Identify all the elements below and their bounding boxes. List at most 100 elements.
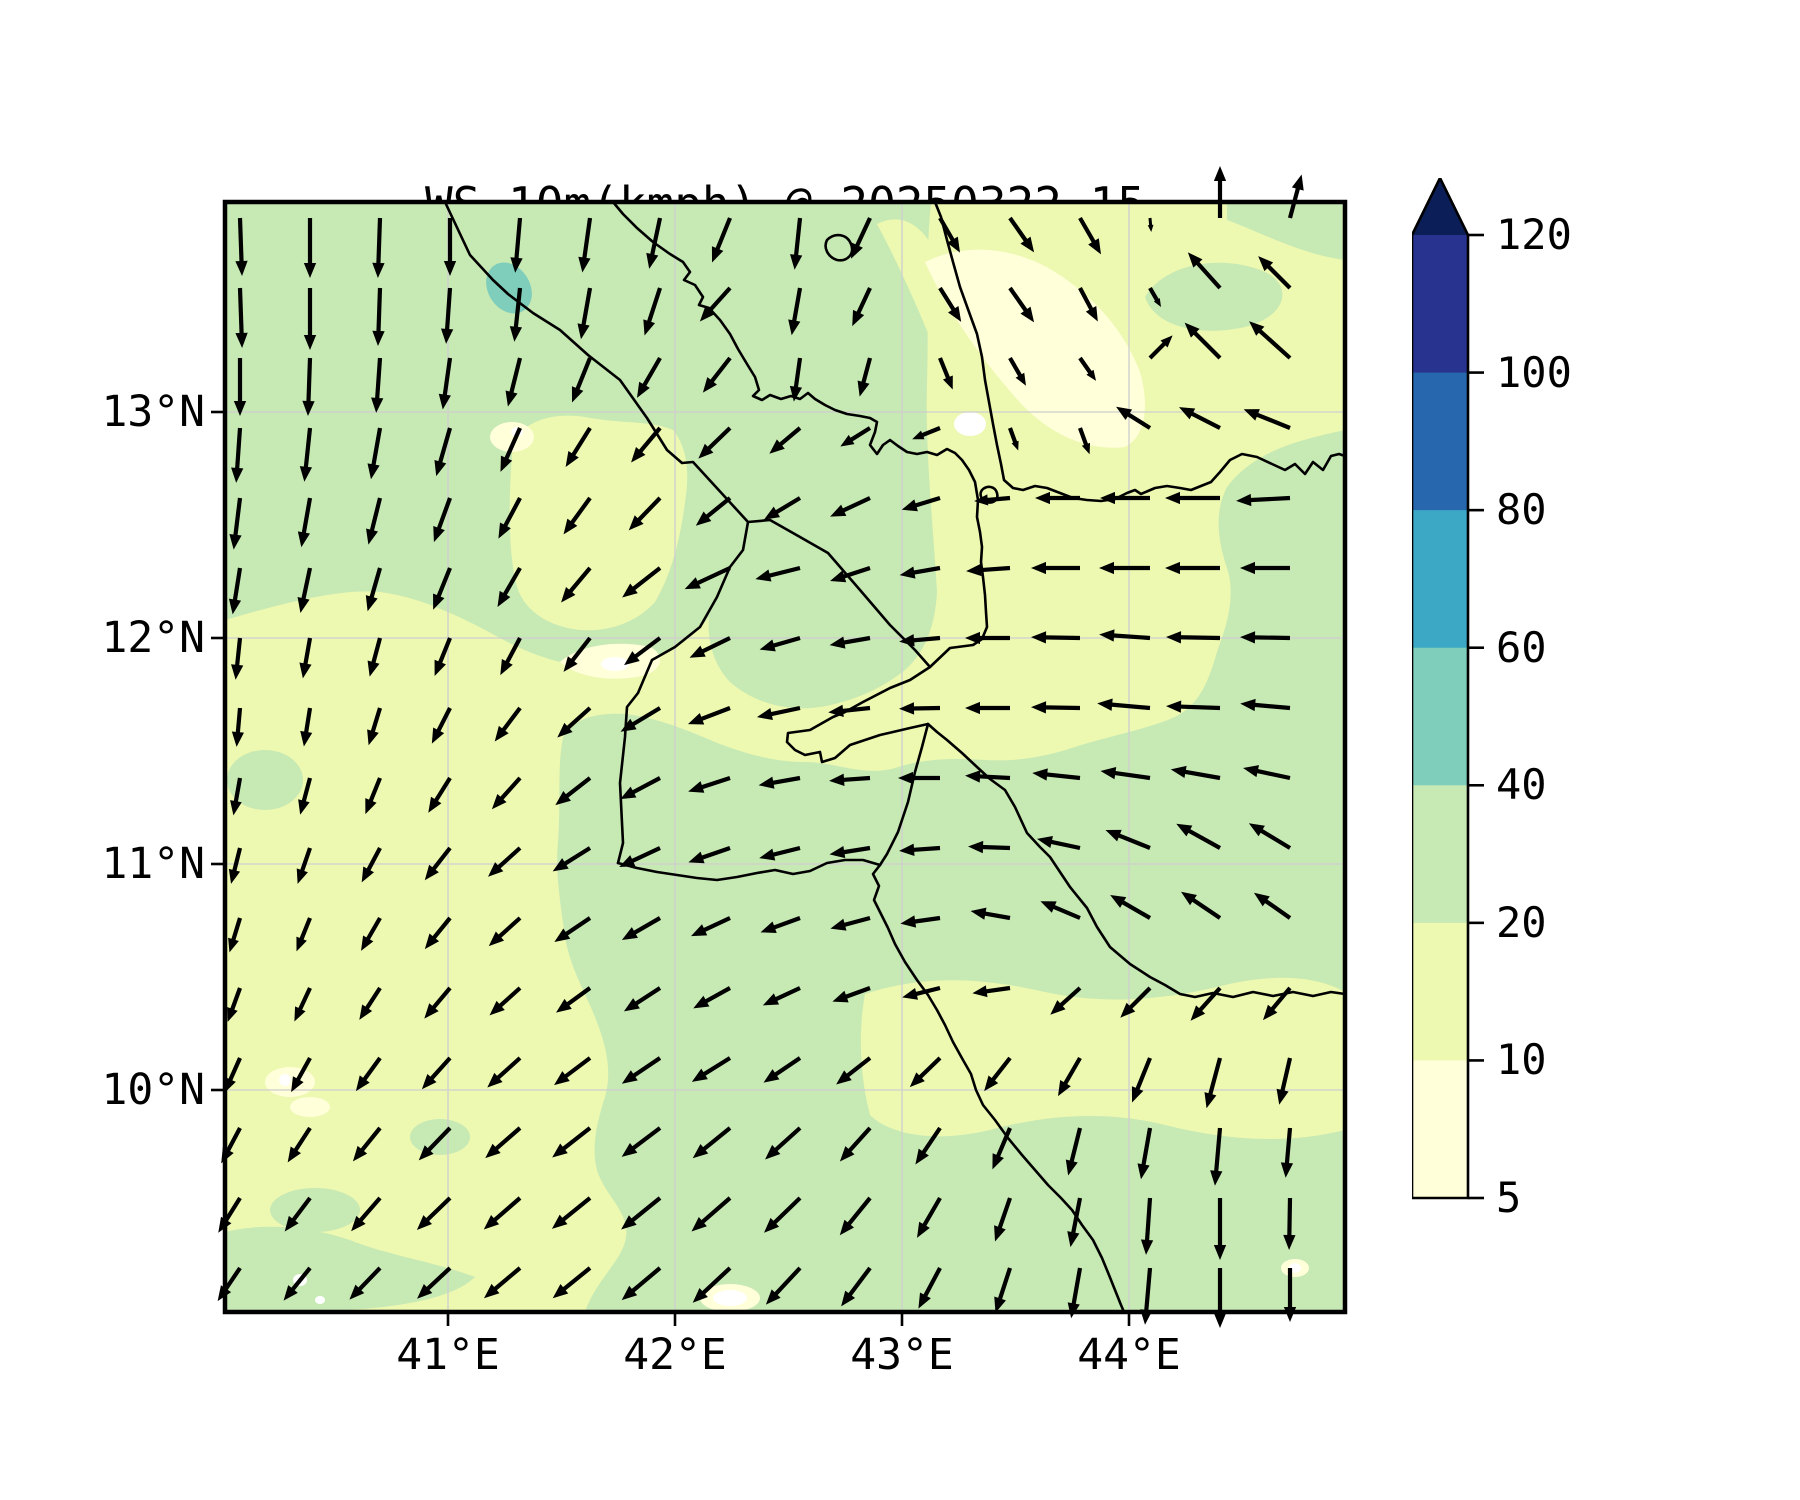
wind-arrow-head [372,262,385,278]
wind-arrow-shaft [699,1196,732,1225]
wind-arrow-head [424,1003,439,1019]
wind-arrow-shaft [1186,828,1222,850]
wind-arrow-shaft [225,1127,242,1153]
wind-arrow-head [365,798,377,815]
wind-arrow-shaft [911,845,941,853]
wind-arrow-shaft [704,496,732,520]
wind-arrow-head [428,796,442,813]
wind-arrow-shaft [567,566,592,594]
wind-arrow-head [900,915,917,928]
wind-arrow-shaft [301,567,313,601]
wind-arrow-shaft [502,566,522,597]
wind-arrow-shaft [374,357,383,401]
wind-arrow-shaft [846,1196,872,1227]
wind-arrow-head [361,866,375,883]
wind-arrow-head [1035,491,1050,505]
wind-arrow-shaft [700,636,731,654]
wind-arrow-head [554,1071,570,1086]
wind-arrow-shaft [641,356,662,388]
wind-arrow-shaft [435,707,452,734]
wind-arrow-head [637,381,650,398]
wind-arrow-shaft [771,775,801,786]
wind-arrow-head [992,1153,1004,1170]
wind-arrow-head [1099,629,1115,642]
wind-arrow-head [1116,406,1133,420]
wind-arrow-head [1086,369,1097,381]
wind-arrow-head [688,851,705,864]
wind-arrow-head [756,708,773,721]
wind-arrow-head [965,770,981,783]
wind-arrow-head [1184,322,1200,338]
wind-arrow-head [228,598,242,615]
wind-arrow-shaft [371,427,383,467]
x-tick-label: 41°E [396,1330,500,1380]
wind-arrow-shaft [234,637,243,668]
wind-arrow-shaft [299,847,312,873]
wind-arrow-shaft [1008,216,1029,243]
wind-arrow-head [830,918,847,931]
wind-arrow-head [283,1285,298,1301]
wind-arrow-head [1099,561,1114,575]
wind-arrow-head [970,907,987,920]
wind-arrow-head [509,326,523,342]
wind-arrow-shaft [230,917,243,942]
fill-white-spot-strait [954,412,986,436]
wind-arrow-shaft [772,916,801,930]
wind-arrow-head [915,1148,929,1165]
wind-arrow-head [424,864,439,881]
wind-arrow-shaft [513,287,523,329]
wind-arrow-shaft [630,846,661,864]
wind-arrow-shaft [771,845,801,858]
wind-arrow-head [917,1221,930,1238]
wind-arrow-shaft [1248,495,1291,503]
wind-arrow-head [1137,1163,1150,1180]
wind-arrow-shaft [1258,828,1292,850]
wind-arrow-shaft [290,1196,312,1223]
wind-arrow-head [366,528,378,545]
wind-arrow-shaft [709,356,732,384]
x-tick-label: 42°E [623,1330,727,1380]
wind-arrow-head [1283,1234,1296,1250]
wind-arrow-head [1058,1080,1071,1097]
wind-arrow-shaft [233,497,243,537]
wind-arrow-head [965,631,980,645]
wind-arrow-head [561,587,576,603]
wind-arrow-head [1253,892,1270,907]
wind-arrow-shaft [231,847,243,873]
border-southeast-long [871,863,1126,1314]
wind-arrow-head [367,463,380,480]
wind-arrow-shaft [913,495,941,508]
wind-arrow-head [1243,765,1259,778]
wind-arrow-head [790,254,803,270]
wind-arrow-head [1147,224,1154,232]
wind-arrow-shaft [629,1196,662,1223]
wind-arrow-shaft [376,287,383,334]
wind-arrow-head [994,1225,1006,1242]
wind-arrow-shaft [938,286,957,313]
wind-arrow-shaft [1207,1057,1223,1097]
wind-arrow-head [1081,442,1091,455]
wind-arrow-head [227,1007,238,1022]
wind-arrow-shaft [637,426,662,454]
wind-arrow-shaft [920,1126,942,1155]
colorbar-segment [1412,647,1468,787]
fill-white-spot-4 [713,1290,747,1306]
wind-arrow-head [1258,256,1274,272]
wind-arrow-head [371,397,384,413]
wind-arrow-shaft [847,1126,872,1154]
wind-arrow-head [351,1215,366,1232]
wind-arrow-head [1040,901,1057,913]
wind-arrow-head [416,1215,432,1230]
wind-arrow-head [829,845,846,859]
wind-arrow-head [836,1070,852,1085]
wind-arrow-head [298,799,310,815]
wind-arrow-head [1165,561,1180,575]
wind-arrow-shaft [570,426,592,458]
colorbar: 5 10 20 40 60 80 100 120 [1410,175,1712,1298]
wind-arrow-shaft [921,1196,942,1228]
wind-arrow-shaft [356,1266,382,1292]
wind-arrow-shaft [1252,702,1291,711]
colorbar-tick-label: 120 [1496,210,1572,259]
colorbar-extend-triangle [1412,178,1468,235]
wind-arrow-shaft [841,566,871,579]
